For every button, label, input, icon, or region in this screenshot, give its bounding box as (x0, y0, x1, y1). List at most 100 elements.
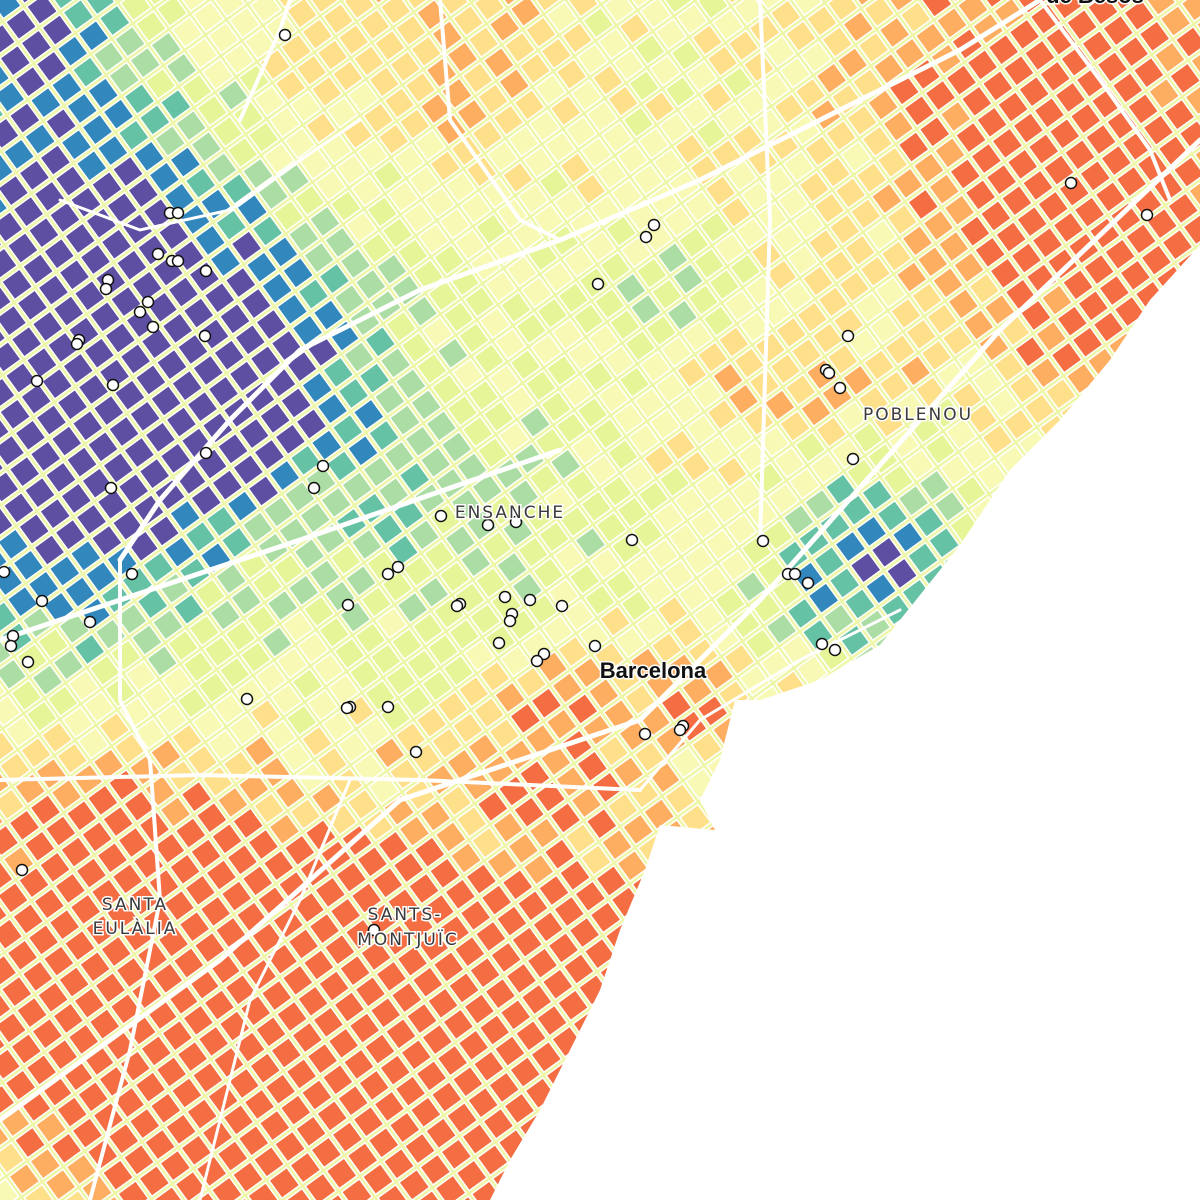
marker (199, 446, 213, 460)
block (0, 954, 18, 987)
block (375, 606, 409, 640)
block (77, 373, 110, 406)
block (426, 633, 460, 667)
block (446, 394, 479, 428)
block (472, 1049, 506, 1083)
block (621, 459, 655, 493)
block (84, 560, 118, 594)
block (191, 1061, 225, 1095)
block (12, 195, 46, 229)
block (350, 174, 384, 208)
block (145, 644, 179, 678)
block (409, 388, 443, 422)
marker (83, 615, 97, 629)
block (759, 648, 793, 682)
marker (340, 701, 354, 715)
block (503, 1092, 536, 1125)
block (203, 281, 237, 315)
block (530, 333, 564, 366)
block (317, 615, 351, 649)
block (342, 340, 376, 374)
block (459, 545, 493, 579)
marker (788, 567, 802, 581)
block (275, 1000, 309, 1033)
block (138, 103, 172, 137)
block (101, 1158, 135, 1192)
block (239, 287, 273, 320)
block (0, 1141, 26, 1175)
block (210, 1175, 244, 1200)
block (172, 592, 206, 626)
marker (198, 329, 212, 343)
block (208, 598, 242, 632)
block (356, 138, 390, 171)
block (455, 1158, 489, 1192)
block (489, 941, 523, 974)
block (0, 787, 26, 821)
block (102, 97, 135, 131)
block (237, 417, 271, 450)
block (537, 874, 571, 907)
block (619, 589, 653, 623)
block (260, 271, 294, 305)
block (237, 770, 271, 804)
marker (638, 727, 652, 741)
place-label: ENSANCHE (455, 503, 565, 523)
block (122, 1143, 156, 1177)
block (264, 1072, 297, 1106)
block (635, 610, 669, 644)
block (281, 610, 315, 644)
block (0, 340, 23, 374)
block (396, 237, 430, 271)
block (625, 553, 659, 586)
block (413, 1189, 446, 1200)
block (331, 59, 365, 93)
block (725, 512, 758, 546)
block (633, 740, 667, 774)
block (25, 1053, 59, 1087)
block (604, 568, 638, 602)
block (394, 367, 428, 401)
block (457, 675, 491, 709)
block (400, 331, 434, 364)
block (317, 969, 351, 1003)
block (423, 185, 457, 219)
block (543, 484, 577, 517)
block (227, 1067, 261, 1100)
block (493, 327, 527, 361)
block (249, 698, 282, 731)
block (144, 420, 177, 454)
block (103, 321, 137, 355)
block (273, 422, 307, 456)
block (273, 1130, 307, 1163)
block (130, 269, 164, 303)
block (214, 562, 248, 596)
block (82, 690, 116, 724)
marker (815, 637, 829, 651)
block (413, 128, 447, 162)
block (256, 178, 290, 212)
block (467, 378, 500, 412)
block (218, 656, 252, 689)
block (46, 1038, 80, 1072)
block (445, 747, 479, 781)
block (679, 449, 713, 483)
block (179, 1133, 213, 1167)
block (241, 510, 275, 544)
block (29, 86, 63, 120)
block (54, 518, 87, 552)
block (589, 900, 622, 934)
block (63, 575, 97, 609)
block (295, 407, 328, 441)
marker (21, 655, 35, 669)
block (105, 898, 139, 932)
block (430, 373, 464, 407)
block (606, 791, 640, 825)
block (361, 455, 395, 489)
block (390, 981, 424, 1014)
block (579, 843, 613, 877)
block (648, 407, 682, 441)
block (585, 453, 619, 487)
block (46, 684, 80, 718)
block (340, 470, 374, 504)
